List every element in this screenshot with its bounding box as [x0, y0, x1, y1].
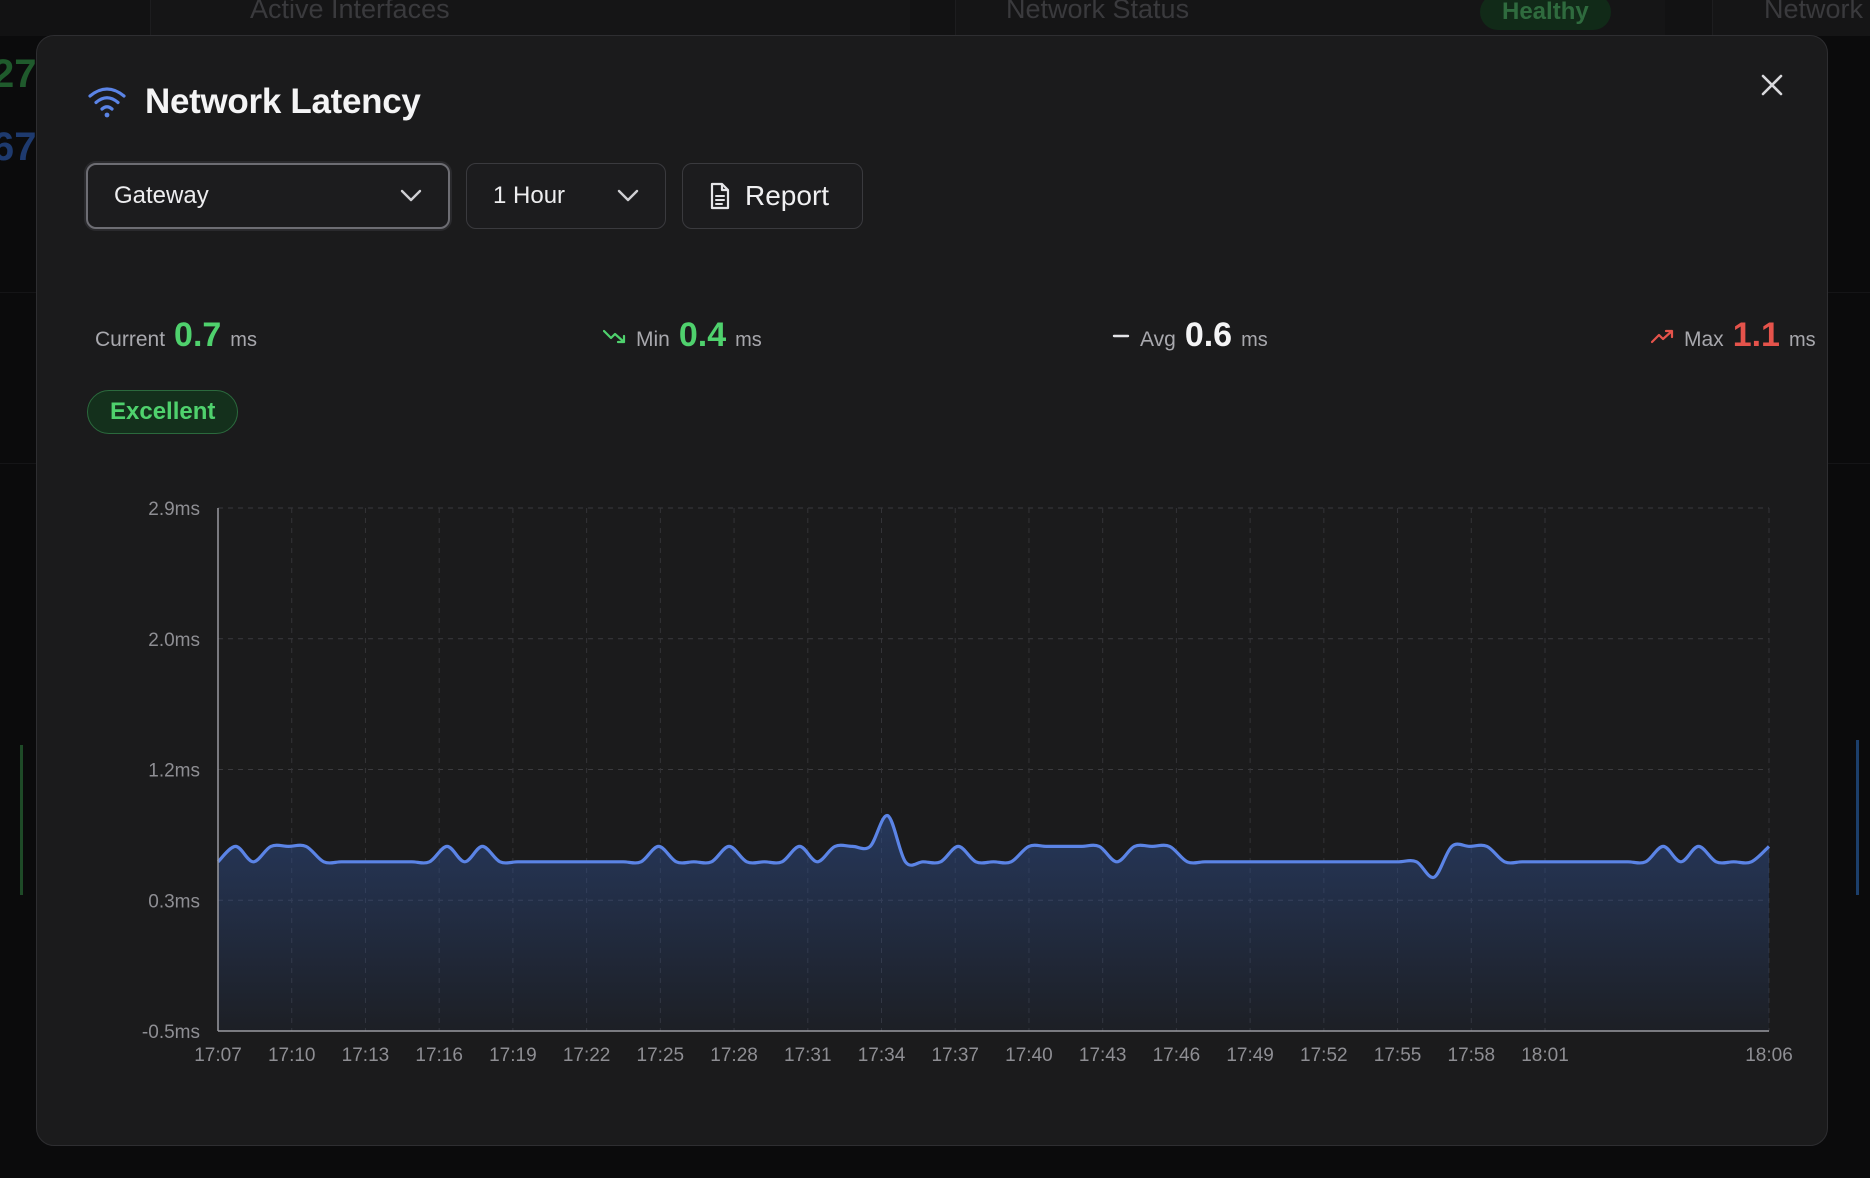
- stat-unit: ms: [1241, 329, 1268, 351]
- x-tick-label: 17:19: [489, 1045, 537, 1066]
- stat-min: Min 0.4 ms: [603, 316, 762, 355]
- report-button-label: Report: [745, 180, 830, 211]
- y-tick-label: 2.0ms: [148, 630, 200, 651]
- x-tick-label: 17:46: [1153, 1045, 1201, 1066]
- x-tick-label: 18:01: [1521, 1045, 1569, 1066]
- stat-value: 0.4: [678, 316, 727, 354]
- bg-card-title: Network Status: [1006, 0, 1190, 24]
- trending-down-icon: [603, 329, 626, 343]
- latency-area-fill: [218, 815, 1769, 1031]
- x-tick-label: 17:49: [1226, 1045, 1274, 1066]
- bg-card-network: [1712, 0, 1870, 36]
- minus-icon: [1112, 334, 1130, 337]
- modal-title: Network Latency: [145, 82, 421, 121]
- x-tick-label: 17:16: [415, 1045, 463, 1066]
- bg-card-title: Network: [1764, 0, 1864, 24]
- stat-label: Avg: [1140, 328, 1176, 351]
- y-tick-label: 0.3ms: [148, 891, 200, 912]
- x-tick-label: 17:22: [563, 1045, 611, 1066]
- bg-number: 67: [0, 125, 37, 169]
- device-select-value: Gateway: [114, 182, 209, 209]
- latency-stats: Current 0.7 ms Min 0.4 ms Avg 0.6 ms: [95, 316, 1816, 360]
- x-tick-label: 17:37: [931, 1045, 979, 1066]
- chevron-down-icon: [617, 189, 639, 202]
- stat-label: Min: [636, 328, 670, 351]
- bg-status-pill: Healthy: [1480, 0, 1611, 30]
- range-select[interactable]: 1 Hour: [466, 163, 666, 229]
- trending-up-icon: [1651, 329, 1674, 343]
- device-select[interactable]: Gateway: [86, 163, 450, 229]
- toolbar: Gateway 1 Hour Report: [86, 163, 863, 229]
- x-tick-label: 17:43: [1079, 1045, 1127, 1066]
- stat-unit: ms: [1788, 329, 1816, 351]
- stat-unit: ms: [735, 329, 762, 351]
- stat-value: 0.6: [1184, 316, 1233, 354]
- x-tick-label: 17:28: [710, 1045, 758, 1066]
- wifi-icon: [88, 87, 126, 118]
- bg-card-active-interfaces: [150, 0, 910, 36]
- x-tick-label: 17:31: [784, 1045, 832, 1066]
- x-tick-label: 17:34: [858, 1045, 906, 1066]
- quality-badge: Excellent: [87, 390, 239, 434]
- y-tick-label: 2.9ms: [148, 499, 200, 520]
- bg-chart-spike: [1856, 740, 1859, 895]
- stat-avg: Avg 0.6 ms: [1111, 316, 1268, 355]
- report-button[interactable]: Report: [682, 163, 863, 229]
- stat-current: Current 0.7 ms: [95, 316, 257, 355]
- stat-value: 0.7: [174, 316, 222, 354]
- x-tick-label: 17:07: [194, 1045, 242, 1066]
- x-tick-label: 17:55: [1374, 1045, 1422, 1066]
- y-tick-label: 1.2ms: [148, 761, 200, 782]
- chevron-down-icon: [400, 189, 422, 202]
- latency-modal: Network Latency Gateway 1 Hour Report Cu: [36, 35, 1828, 1146]
- stat-label: Max: [1684, 328, 1724, 351]
- x-tick-label: 17:40: [1005, 1045, 1053, 1066]
- bg-card-title: Active Interfaces: [250, 0, 450, 24]
- stat-value: 1.1: [1732, 316, 1780, 354]
- x-tick-label: 17:52: [1300, 1045, 1348, 1066]
- y-tick-label: -0.5ms: [142, 1022, 200, 1043]
- x-tick-label: 17:25: [637, 1045, 685, 1066]
- latency-series-line: [216, 814, 1771, 879]
- x-tick-label: 17:10: [268, 1045, 316, 1066]
- stat-label: Current: [95, 328, 166, 351]
- range-select-value: 1 Hour: [493, 182, 566, 209]
- x-tick-label: 17:58: [1448, 1045, 1496, 1066]
- modal-header: Network Latency: [87, 82, 421, 122]
- bg-number: 27: [0, 52, 37, 96]
- stat-unit: ms: [230, 329, 257, 351]
- document-icon: [710, 182, 730, 210]
- x-tick-label: 18:06: [1745, 1045, 1793, 1066]
- stat-max: Max 1.1 ms: [1651, 316, 1816, 355]
- bg-chart-spike: [20, 745, 23, 895]
- close-button[interactable]: [1753, 66, 1791, 104]
- close-icon: [1761, 74, 1783, 96]
- x-tick-label: 17:13: [342, 1045, 390, 1066]
